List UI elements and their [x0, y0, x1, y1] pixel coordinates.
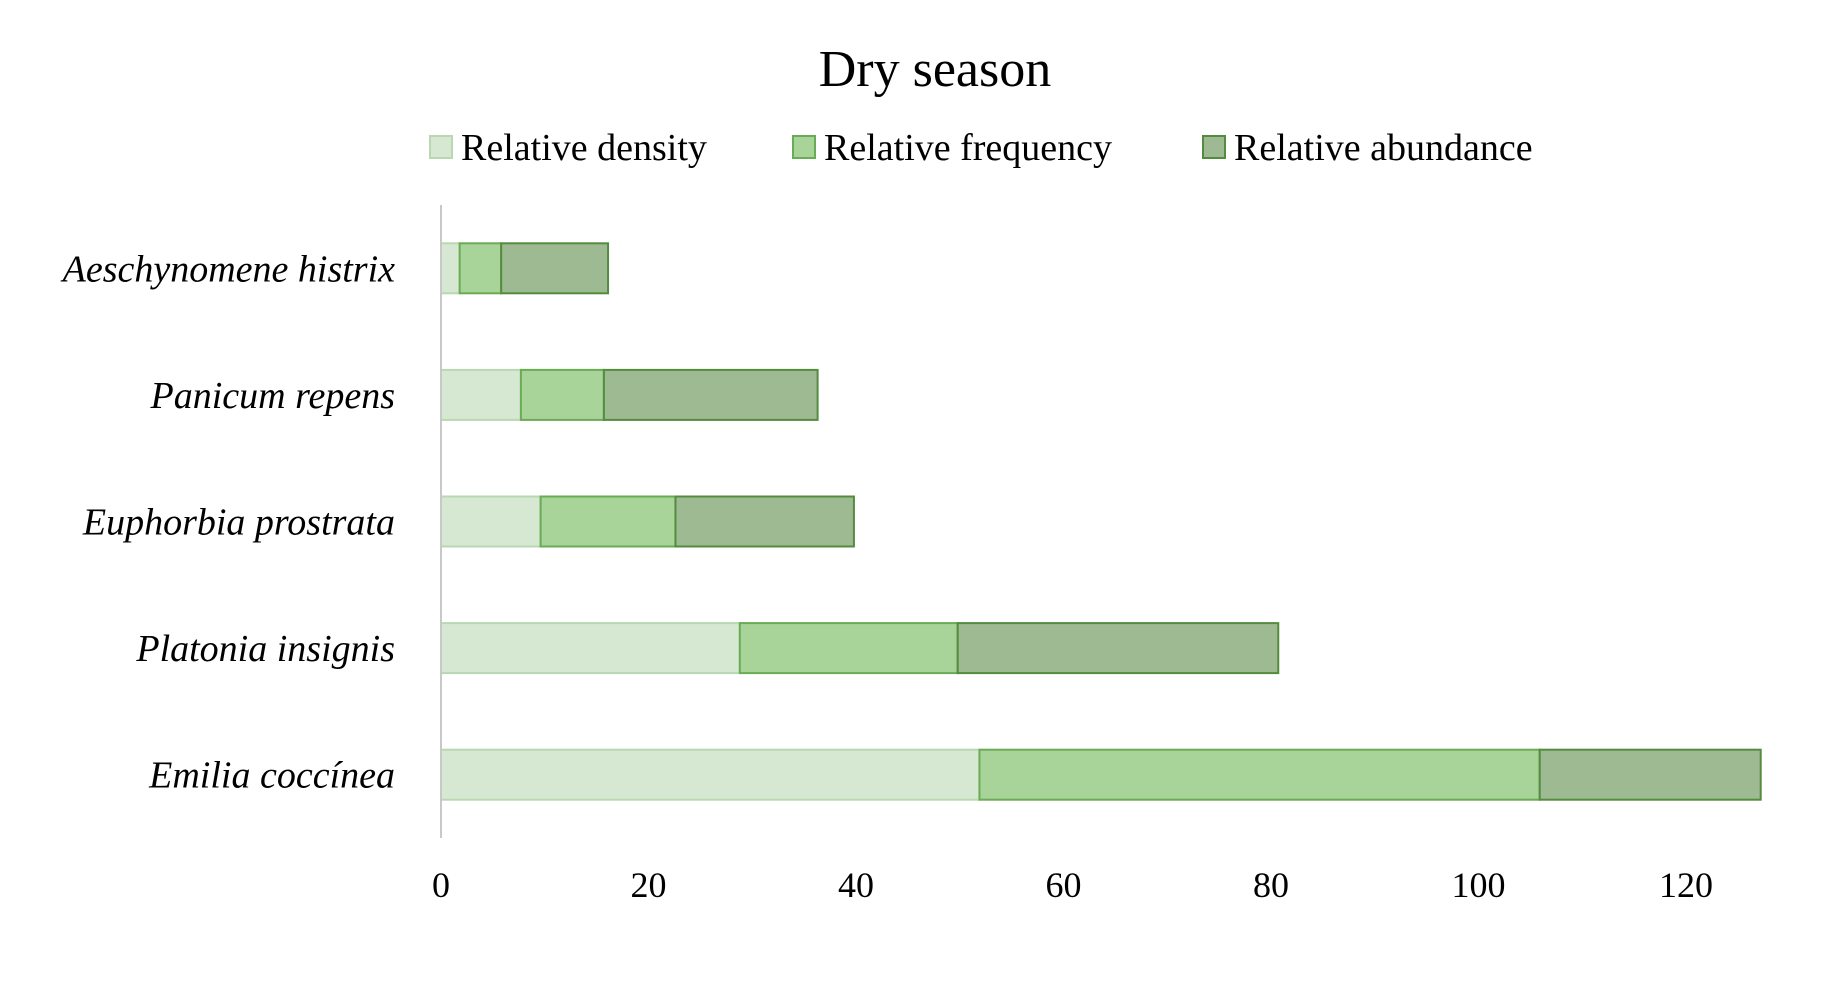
- bar-density-1: [440, 368, 522, 421]
- category-label: Panicum repens: [150, 375, 395, 417]
- category-label: Euphorbia prostrata: [82, 502, 395, 544]
- bar-density-3: [440, 622, 741, 675]
- x-tick-label: 80: [1253, 865, 1289, 905]
- bar-abundance-2: [674, 495, 855, 548]
- legend-swatch: [792, 135, 816, 159]
- bar-density-2: [440, 495, 542, 548]
- x-tick-label: 120: [1659, 865, 1713, 905]
- bar-frequency-2: [539, 495, 677, 548]
- bar-abundance-4: [1538, 748, 1762, 801]
- legend-swatch: [429, 135, 453, 159]
- legend-swatch: [1202, 135, 1226, 159]
- x-tick-label: 60: [1046, 865, 1082, 905]
- bar-abundance-3: [956, 622, 1280, 675]
- legend-label: Relative density: [461, 127, 707, 169]
- x-tick-label: 0: [432, 865, 450, 905]
- category-labels: Aeschynomene histrix Panicum repens Euphor…: [60, 248, 396, 796]
- bar-abundance-0: [500, 242, 610, 295]
- legend-label: Relative abundance: [1234, 127, 1533, 169]
- chart-title: Dry season: [819, 41, 1052, 98]
- category-label: Emilia coccínea: [148, 755, 395, 797]
- bar-frequency-3: [738, 622, 959, 675]
- bars: [440, 242, 1762, 801]
- legend-label: Relative frequency: [824, 127, 1112, 169]
- bar-density-4: [440, 748, 981, 801]
- legend: Relative density Relative frequency Relati…: [429, 127, 1533, 169]
- bar-frequency-4: [978, 748, 1541, 801]
- x-tick-label: 100: [1452, 865, 1506, 905]
- bar-density-0: [440, 242, 461, 295]
- x-tick-label: 40: [838, 865, 874, 905]
- x-tick-labels: 0 20 40 60 80 100 120: [432, 865, 1713, 905]
- bar-frequency-0: [458, 242, 503, 295]
- category-label: Aeschynomene histrix: [60, 248, 396, 290]
- category-label: Platonia insignis: [135, 628, 395, 670]
- bar-frequency-1: [519, 368, 605, 421]
- x-tick-label: 20: [631, 865, 667, 905]
- bar-abundance-1: [602, 368, 819, 421]
